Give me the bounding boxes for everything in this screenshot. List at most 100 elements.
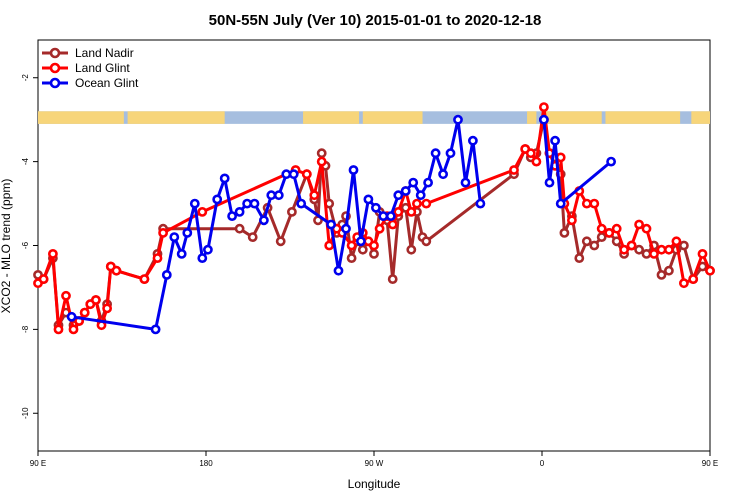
x-tick-label: 90 W — [365, 459, 384, 468]
series-layer — [33, 102, 715, 335]
data-point — [182, 227, 193, 238]
data-point — [509, 165, 519, 175]
y-tick-label: -10 — [21, 407, 30, 419]
legend-swatch-marker — [49, 77, 61, 89]
data-point — [38, 274, 49, 284]
data-point — [460, 177, 471, 188]
data-point — [596, 232, 607, 242]
land-segment — [38, 111, 124, 124]
data-point — [679, 278, 689, 289]
data-point — [247, 232, 258, 242]
data-point — [316, 156, 327, 167]
data-point — [641, 248, 652, 259]
data-point — [197, 206, 208, 217]
data-point — [544, 177, 555, 188]
data-point — [559, 227, 570, 238]
data-point — [150, 324, 161, 335]
data-point — [574, 253, 585, 263]
data-point — [370, 202, 381, 213]
data-point — [301, 169, 312, 180]
data-point — [369, 240, 379, 251]
legend-item: Land Nadir — [42, 46, 134, 60]
series-2 — [66, 114, 486, 335]
data-point — [374, 223, 385, 234]
data-point — [249, 198, 260, 209]
data-point — [346, 253, 357, 263]
data-point — [346, 240, 357, 251]
land-ocean-band — [38, 111, 710, 124]
data-point — [679, 240, 689, 251]
series-line — [71, 118, 482, 331]
legend-label: Land Glint — [75, 61, 130, 75]
data-point — [671, 236, 682, 247]
data-point — [227, 211, 237, 221]
data-point — [333, 265, 344, 276]
data-point — [161, 269, 172, 280]
data-point — [453, 114, 463, 125]
data-point — [355, 236, 366, 247]
data-point — [273, 190, 284, 201]
data-point — [531, 156, 542, 167]
x-tick-label: 90 E — [702, 459, 718, 468]
land-segment — [527, 111, 537, 124]
data-point — [219, 173, 230, 184]
data-point — [421, 236, 432, 247]
data-point — [341, 223, 351, 234]
data-point — [445, 148, 456, 159]
data-point — [111, 265, 122, 276]
data-point — [525, 148, 536, 159]
plot-area — [33, 39, 715, 452]
data-point — [348, 165, 359, 175]
data-point — [406, 244, 417, 255]
data-point — [258, 215, 269, 226]
y-axis: -2 -4 -6 -8 -10 — [21, 74, 38, 419]
data-point — [400, 186, 411, 196]
data-point — [53, 324, 64, 335]
data-point — [567, 215, 577, 226]
x-tick-label: 90 E — [30, 459, 46, 468]
data-point — [611, 223, 622, 234]
x-tick-label: 180 — [199, 459, 213, 468]
data-point — [589, 240, 600, 251]
data-point — [169, 232, 180, 242]
data-point — [550, 135, 560, 146]
data-point — [139, 274, 150, 284]
data-point — [581, 198, 592, 209]
legend-label: Land Nadir — [75, 46, 134, 60]
data-point — [539, 102, 549, 112]
data-point — [275, 236, 286, 247]
data-point — [393, 190, 404, 201]
data-point — [212, 194, 223, 205]
data-point — [102, 303, 112, 314]
land-segment — [362, 111, 423, 124]
legend-item: Ocean Glint — [42, 76, 139, 90]
legend-label: Ocean Glint — [75, 76, 139, 90]
y-tick-label: -4 — [21, 158, 30, 166]
data-point — [596, 223, 607, 234]
y-tick-label: -6 — [21, 241, 30, 249]
data-point — [421, 198, 432, 209]
data-point — [266, 190, 277, 201]
data-point — [589, 198, 600, 209]
data-point — [634, 244, 644, 255]
land-segment — [605, 111, 681, 124]
x-axis: 90 E 180 90 W 0 90 E — [30, 451, 718, 468]
data-point — [688, 274, 699, 284]
land-segment — [691, 111, 710, 124]
data-point — [91, 295, 101, 305]
data-point — [634, 219, 644, 230]
data-point — [387, 274, 398, 284]
data-point — [664, 265, 674, 276]
data-point — [664, 244, 674, 255]
data-point — [467, 135, 478, 146]
data-point — [539, 114, 549, 125]
data-point — [79, 307, 90, 318]
data-point — [626, 240, 637, 251]
legend-swatch-marker — [49, 47, 61, 59]
data-point — [385, 211, 396, 221]
data-point — [68, 324, 79, 335]
x-axis-label: Longitude — [348, 477, 401, 491]
data-point — [393, 206, 404, 217]
data-point — [423, 177, 433, 188]
